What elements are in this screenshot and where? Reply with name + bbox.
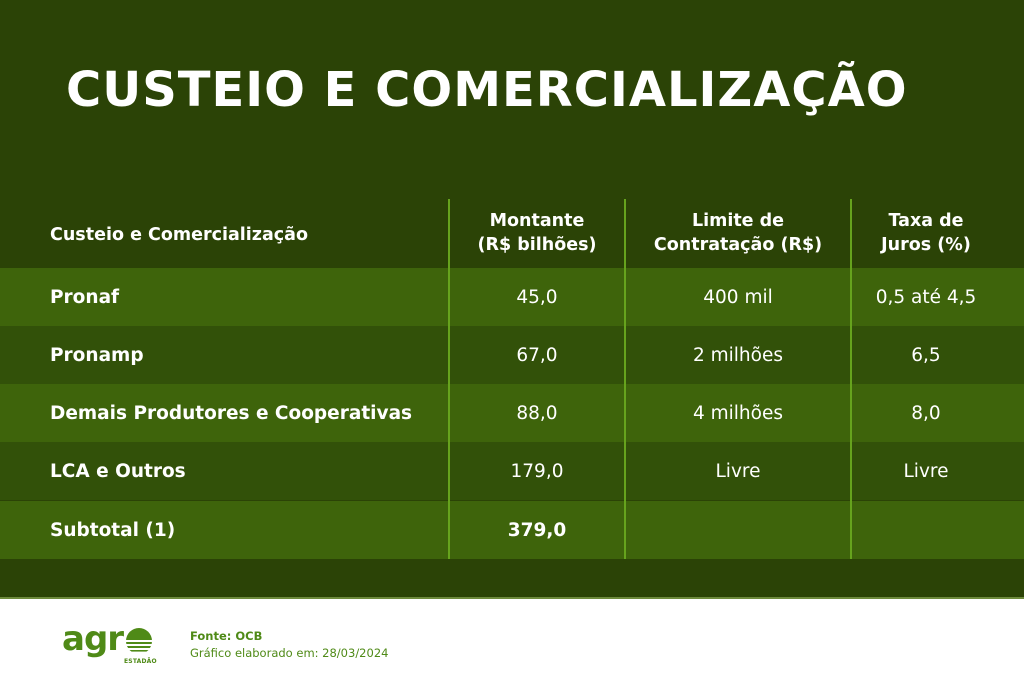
header-limite-line1: Limite de: [691, 210, 785, 231]
column-divider: [624, 199, 626, 559]
row-montante: 45,0: [516, 286, 558, 308]
header-limite: Limite de Contratação (R$): [625, 199, 851, 268]
panel-edge-divider: [0, 597, 1024, 599]
date-text: Gráfico elaborado em: 28/03/2024: [190, 646, 389, 660]
table-row: Demais Produtores e Cooperativas 88,0 4 …: [0, 384, 1024, 442]
header-limite-line2: Contratação (R$): [653, 234, 823, 255]
table-row: Pronaf 45,0 400 mil 0,5 até 4,5: [0, 268, 1024, 326]
sun-horizon-icon: [126, 628, 152, 652]
table-row-subtotal: Subtotal (1) 379,0: [0, 501, 1024, 559]
row-limite: [625, 501, 851, 559]
header-montante-line1: Montante: [489, 210, 585, 231]
source-notes: Fonte: OCB Gráfico elaborado em: 28/03/2…: [190, 628, 388, 662]
table-row: Pronamp 67,0 2 milhões 6,5: [0, 326, 1024, 384]
row-taxa: Livre: [903, 460, 949, 482]
row-name: Pronamp: [50, 344, 144, 366]
header-taxa: Taxa de Juros (%): [851, 199, 1001, 268]
logo-subtitle: ESTADÃO: [124, 658, 157, 665]
row-limite: 4 milhões: [692, 402, 784, 424]
row-taxa: [851, 501, 1001, 559]
row-name: Demais Produtores e Cooperativas: [50, 402, 413, 424]
column-divider: [850, 199, 852, 559]
row-name: LCA e Outros: [50, 460, 186, 482]
header-montante: Montante (R$ bilhões): [449, 199, 625, 268]
header-category: Custeio e Comercialização: [50, 225, 309, 246]
row-name: Pronaf: [50, 286, 120, 308]
row-taxa: 6,5: [911, 344, 941, 366]
row-limite: 2 milhões: [692, 344, 784, 366]
row-taxa: 8,0: [911, 402, 941, 424]
row-limite: Livre: [715, 460, 761, 482]
row-montante: 88,0: [516, 402, 558, 424]
header-taxa-line1: Taxa de: [888, 210, 964, 231]
row-montante: 67,0: [516, 344, 558, 366]
header-taxa-line2: Juros (%): [881, 234, 971, 255]
row-limite: 400 mil: [703, 286, 773, 308]
column-divider: [448, 199, 450, 559]
row-montante: 379,0: [507, 519, 567, 541]
table-row: LCA e Outros 179,0 Livre Livre: [0, 442, 1024, 500]
row-taxa: 0,5 até 4,5: [875, 286, 977, 308]
agro-estadao-logo: agr ESTADÃO: [62, 620, 158, 666]
row-name: Subtotal (1): [50, 519, 176, 541]
logo-wordmark: agr: [62, 619, 124, 659]
row-montante: 179,0: [510, 460, 564, 482]
page-title: CUSTEIO E COMERCIALIZAÇÃO: [66, 62, 908, 118]
source-text: Fonte: OCB: [190, 629, 263, 643]
header-montante-line2: (R$ bilhões): [477, 234, 597, 255]
